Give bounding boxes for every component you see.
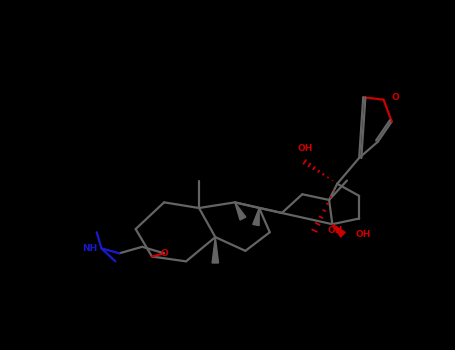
Text: O: O bbox=[160, 249, 168, 258]
Text: OH: OH bbox=[355, 230, 371, 239]
Text: O: O bbox=[391, 93, 399, 103]
Polygon shape bbox=[212, 237, 218, 263]
Polygon shape bbox=[253, 208, 259, 226]
Text: NH: NH bbox=[82, 244, 97, 253]
Text: OH: OH bbox=[297, 144, 313, 153]
Text: OH: OH bbox=[327, 226, 343, 235]
Polygon shape bbox=[235, 202, 246, 220]
Polygon shape bbox=[332, 224, 345, 237]
